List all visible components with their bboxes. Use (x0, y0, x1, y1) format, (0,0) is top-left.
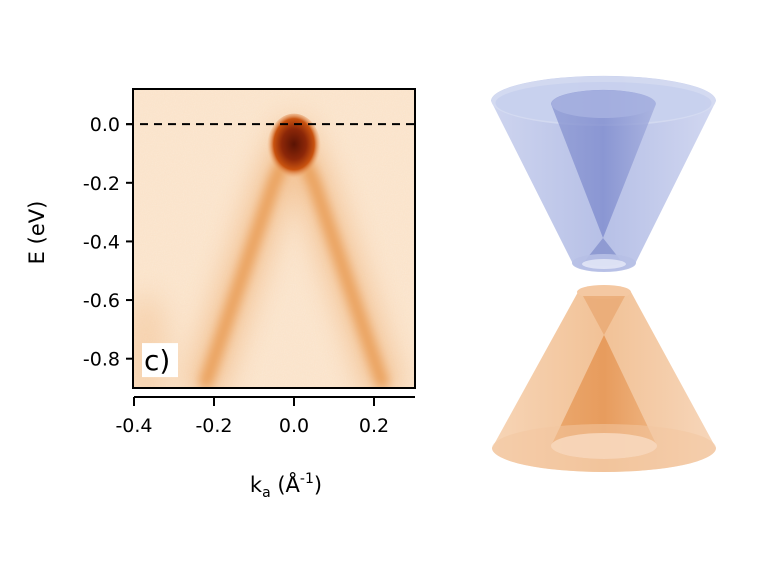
y-tick-label: 0.0 (90, 114, 120, 136)
x-tick-label: -0.2 (195, 415, 232, 437)
dirac-point-intensity (267, 113, 321, 182)
y-tick-label: -0.8 (83, 349, 120, 371)
panel-label-text: c) (144, 344, 170, 377)
x-axis: -0.4 -0.2 0.0 0.2 (115, 396, 415, 437)
intensity-map (133, 89, 415, 388)
lower-cone-top (577, 285, 631, 299)
dirac-cone-illustration (491, 75, 716, 472)
x-tick-label: 0.0 (279, 415, 309, 437)
lower-inner-cone-upper (583, 296, 625, 335)
upper-cone (491, 75, 716, 272)
plot-frame (132, 88, 416, 389)
lower-inner-base (551, 433, 657, 459)
x-tick-label: 0.2 (359, 415, 389, 437)
band-left-branch (199, 132, 301, 388)
x-axis-title: ka (Å-1) (250, 471, 322, 501)
upper-inner-rim (551, 90, 656, 118)
lower-cone (492, 285, 716, 472)
band-right-branch (287, 132, 389, 388)
arpes-plot: c) 0.0 -0.2 -0.4 -0.6 -0.8 -0.4 -0.2 0.0 0.2 E … (25, 88, 416, 501)
y-tick-label: -0.2 (83, 173, 120, 195)
y-axis: 0.0 -0.2 -0.4 -0.6 -0.8 (83, 114, 133, 371)
upper-cone-bottom-hl (582, 259, 626, 269)
y-tick-label: -0.6 (83, 290, 120, 312)
panel-label: c) (142, 343, 178, 378)
y-tick-label: -0.4 (83, 231, 120, 253)
upper-inner-cone (551, 89, 656, 239)
y-axis-title: E (eV) (25, 201, 49, 265)
x-tick-label: -0.4 (115, 415, 152, 437)
